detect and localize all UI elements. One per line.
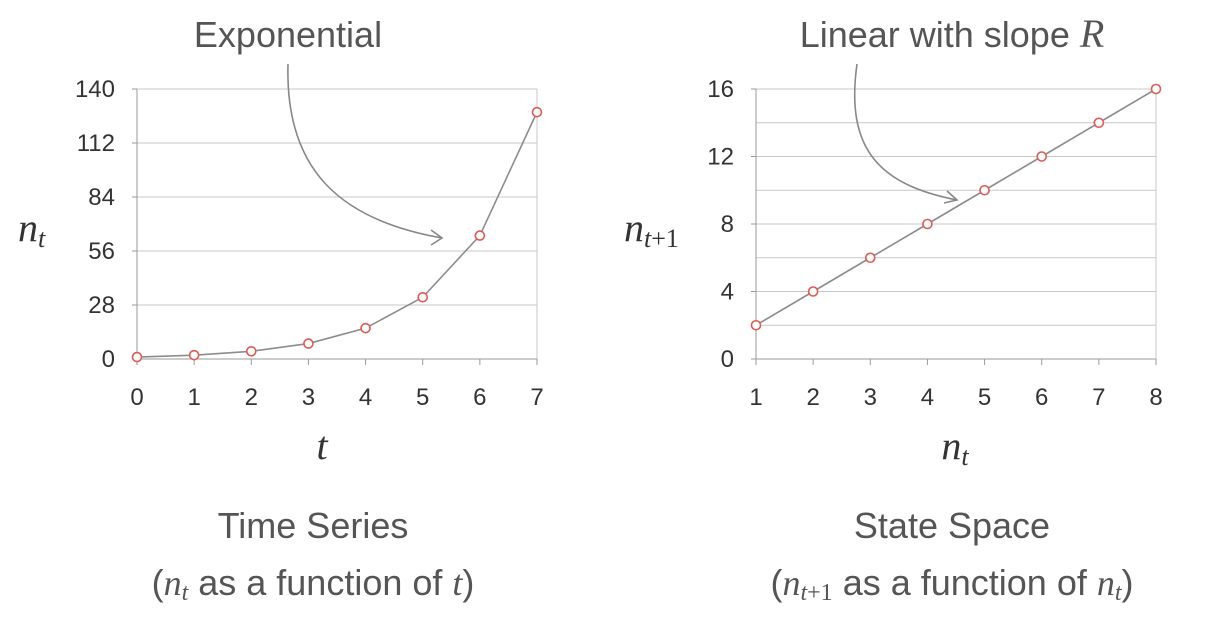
- x-tick-label: 2: [245, 384, 258, 411]
- left-caption-subtitle: (nt as a function of t): [152, 562, 475, 606]
- data-point: [1150, 83, 1162, 95]
- left-y-axis-label: nt: [18, 205, 46, 253]
- x-tick-label: 2: [806, 384, 819, 411]
- y-tick-label: 56: [88, 238, 115, 265]
- right-x-tick-labels: 1 2 3 4 5 6 7 8: [749, 384, 1162, 411]
- data-point: [979, 184, 990, 196]
- x-tick-label: 4: [359, 384, 372, 411]
- data-point: [750, 319, 762, 331]
- x-tick-label: 7: [530, 384, 543, 411]
- x-tick-label: 6: [1035, 384, 1048, 411]
- right-annotation-arrowhead: [943, 190, 959, 204]
- x-tick-label: 6: [473, 384, 486, 411]
- y-tick-label: 140: [75, 76, 115, 103]
- data-point: [864, 252, 876, 264]
- right-series: [750, 83, 1162, 331]
- data-point: [1093, 117, 1105, 129]
- right-y-tick-labels: 0 4 8 12 16: [707, 76, 734, 373]
- y-tick-label: 16: [707, 76, 734, 103]
- y-tick-label: 28: [88, 292, 115, 319]
- data-point: [303, 338, 314, 349]
- data-point: [1036, 151, 1048, 162]
- right-gridlines: [756, 88, 1156, 326]
- series-line: [136, 111, 538, 358]
- data-point: [531, 106, 543, 118]
- data-point: [474, 230, 486, 241]
- right-annotation: Linear with slope R: [800, 11, 1105, 56]
- data-point: [922, 218, 933, 230]
- right-x-axis-label: nt: [941, 423, 969, 471]
- data-point: [360, 322, 371, 334]
- left-caption-title: Time Series: [218, 505, 409, 546]
- x-tick-label: 7: [1092, 384, 1105, 411]
- left-x-axis-label: t: [316, 423, 328, 468]
- y-tick-label: 112: [77, 130, 115, 157]
- x-tick-label: 5: [978, 384, 991, 411]
- left-y-tick-labels: 0 28 56 84 112 140: [75, 76, 115, 373]
- x-tick-label: 1: [749, 384, 762, 411]
- y-tick-label: 12: [707, 144, 734, 171]
- left-annotation: Exponential: [194, 14, 382, 55]
- y-tick-label: 0: [102, 346, 115, 373]
- right-y-axis-label: nt+1: [624, 205, 679, 253]
- x-tick-label: 1: [187, 384, 200, 411]
- right-annotation-arrow: [853, 63, 958, 201]
- left-axes: [132, 88, 538, 365]
- right-caption-subtitle: (nt+1 as a function of nt): [770, 562, 1133, 606]
- x-tick-label: 3: [302, 384, 315, 411]
- y-tick-label: 84: [88, 184, 115, 211]
- right-caption-title: State Space: [854, 505, 1050, 546]
- data-point: [245, 345, 257, 357]
- left-x-tick-labels: 0 1 2 3 4 5 6 7: [130, 384, 543, 411]
- left-gridlines: [137, 88, 537, 306]
- x-tick-label: 4: [921, 384, 934, 411]
- y-tick-label: 0: [721, 346, 734, 373]
- data-point: [807, 286, 819, 297]
- left-annotation-arrowhead: [430, 229, 444, 246]
- right-axes: [751, 88, 1157, 365]
- x-tick-label: 0: [130, 384, 143, 411]
- data-point: [417, 291, 429, 303]
- y-tick-label: 8: [721, 211, 734, 238]
- x-tick-label: 5: [416, 384, 429, 411]
- series-line: [755, 88, 1157, 326]
- data-point: [131, 351, 143, 363]
- x-tick-label: 8: [1149, 384, 1162, 411]
- y-tick-label: 4: [721, 279, 734, 306]
- data-point: [188, 349, 200, 361]
- left-annotation-arrow: [287, 63, 443, 239]
- x-tick-label: 3: [864, 384, 877, 411]
- left-series: [131, 106, 543, 363]
